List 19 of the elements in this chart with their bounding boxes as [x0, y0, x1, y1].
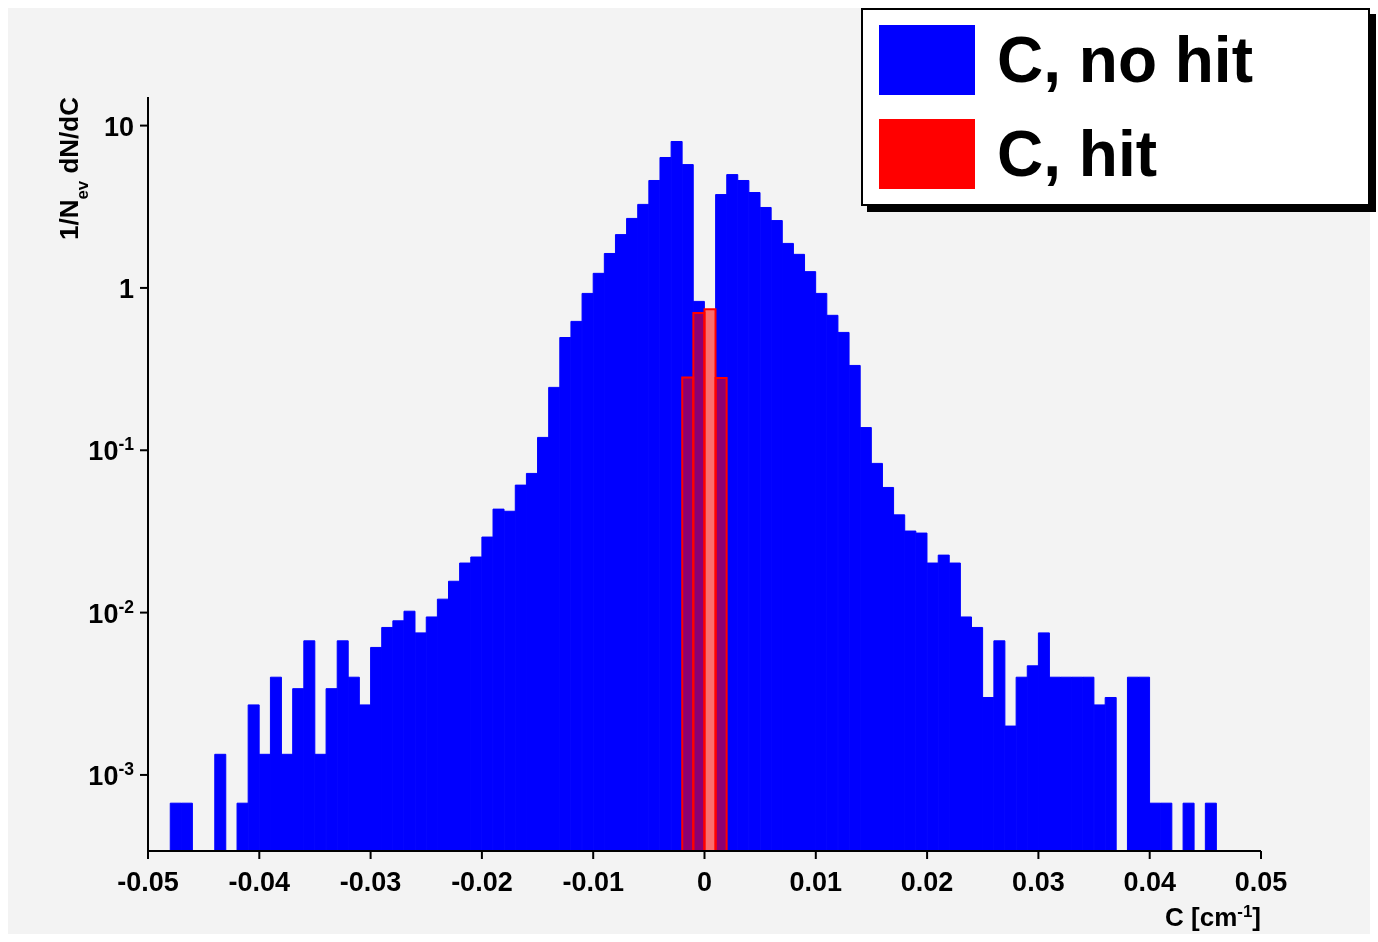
- x-tick-label: 0: [696, 867, 713, 897]
- x-axis-title: C [cm$^{-1}$]: [1165, 901, 1261, 932]
- x-tick-label: -0.03: [339, 867, 402, 897]
- legend-label: C, no hit: [997, 24, 1253, 96]
- x-tick-label: 0.05: [1234, 867, 1288, 897]
- x-tick-label: -0.05: [117, 867, 179, 897]
- y-tick-label: 10$^{-1}$: [88, 434, 135, 467]
- x-tick-label: -0.02: [451, 867, 513, 897]
- y-tick-label: 1: [118, 273, 134, 304]
- x-tick-label: 0.03: [1012, 867, 1065, 897]
- x-tick-label: 0.04: [1123, 867, 1176, 897]
- x-tick-label: -0.01: [562, 867, 624, 897]
- x-tick-label: 0.01: [789, 867, 843, 897]
- x-tick-label: -0.04: [228, 867, 291, 897]
- y-tick-label: 10: [103, 111, 134, 142]
- y-tick-label: 10$^{-2}$: [88, 596, 135, 629]
- y-tick-label: 10$^{-3}$: [88, 758, 135, 791]
- legend-label: C, hit: [997, 118, 1157, 190]
- x-tick-label: 0.02: [900, 867, 954, 897]
